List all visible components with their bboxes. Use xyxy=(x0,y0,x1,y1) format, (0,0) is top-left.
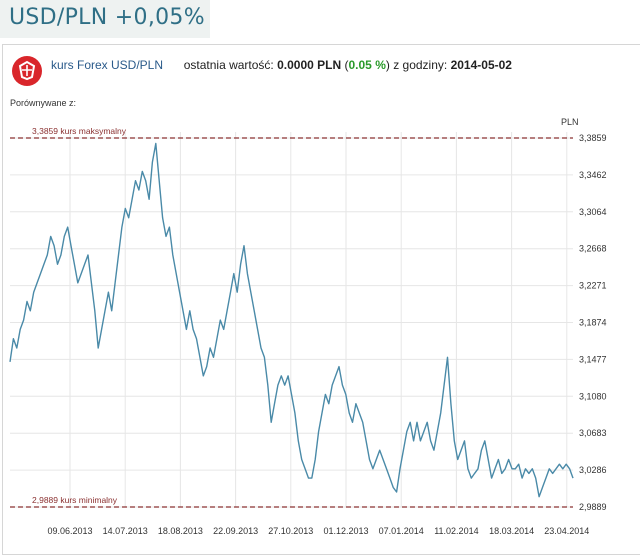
last-value-label: ostatnia wartość: xyxy=(183,58,274,72)
y-tick-label: 3,2668 xyxy=(579,244,607,254)
last-value: 0.0000 PLN xyxy=(277,58,342,72)
max-reference-label: 3,3859 kurs maksymalny xyxy=(32,126,127,136)
x-tick-label: 11.02.2014 xyxy=(434,526,478,536)
min-reference-label: 2,9889 kurs minimalny xyxy=(32,495,118,505)
change-value: 0.05 % xyxy=(348,58,386,72)
y-tick-label: 3,3462 xyxy=(579,170,607,180)
y-tick-label: 3,0286 xyxy=(579,465,607,475)
x-tick-label: 07.01.2014 xyxy=(379,526,424,536)
x-tick-label: 18.08.2013 xyxy=(158,526,203,536)
y-axis-label: PLN xyxy=(561,117,579,127)
chart-header: kurs Forex USD/PLN ostatnia wartość: 0.0… xyxy=(51,58,512,72)
last-date: 2014-05-02 xyxy=(450,58,512,72)
x-tick-label: 23.04.2014 xyxy=(544,526,589,536)
instrument-label[interactable]: kurs Forex USD/PLN xyxy=(51,58,164,72)
x-tick-label: 22.09.2013 xyxy=(213,526,258,536)
change-close-paren: ) xyxy=(385,58,390,72)
price-series-line xyxy=(9,142,574,498)
time-label: z godziny: xyxy=(393,58,448,72)
compare-label: Porównywane z: xyxy=(10,98,77,108)
y-tick-label: 3,1477 xyxy=(579,354,607,364)
logo-icon xyxy=(12,56,42,86)
x-tick-label: 18.03.2014 xyxy=(489,526,534,536)
x-tick-label: 14.07.2013 xyxy=(103,526,148,536)
y-tick-label: 3,3064 xyxy=(579,207,607,217)
change-open-paren: ( xyxy=(344,58,349,72)
y-tick-label: 3,2271 xyxy=(579,281,607,291)
y-tick-label: 3,1874 xyxy=(579,318,607,328)
y-tick-label: 2,9889 xyxy=(579,502,607,512)
x-tick-label: 01.12.2013 xyxy=(323,526,368,536)
y-tick-label: 3,0683 xyxy=(579,428,607,438)
x-tick-label: 27.10.2013 xyxy=(268,526,313,536)
x-tick-label: 09.06.2013 xyxy=(47,526,92,536)
y-tick-label: 3,3859 xyxy=(579,133,607,143)
page-title: USD/PLN +0,05% xyxy=(0,0,210,38)
y-tick-label: 3,1080 xyxy=(579,391,607,401)
